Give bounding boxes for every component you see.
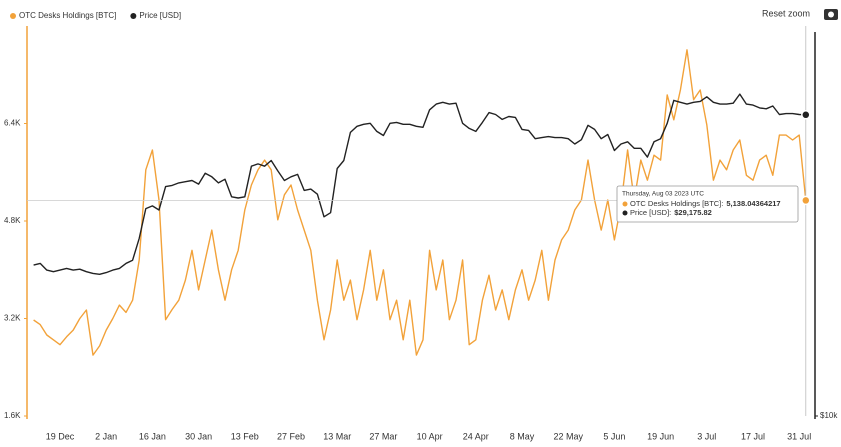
tooltip-value: 5,138.04364217 bbox=[726, 199, 780, 208]
x-tick-label: 27 Feb bbox=[277, 431, 305, 441]
x-tick-label: 19 Jun bbox=[647, 431, 674, 441]
x-tick-label: 22 May bbox=[553, 431, 583, 441]
x-tick-label: 13 Mar bbox=[323, 431, 351, 441]
legend-marker bbox=[10, 13, 16, 19]
legend-marker bbox=[130, 13, 137, 19]
series-line bbox=[33, 93, 806, 275]
x-tick-label: 8 May bbox=[510, 431, 535, 441]
x-tick-label: 19 Dec bbox=[46, 431, 75, 441]
tooltip-title: Thursday, Aug 03 2023 UTC bbox=[622, 191, 704, 198]
tooltip-label: Price [USD]: bbox=[630, 208, 671, 217]
x-tick-label: 16 Jan bbox=[139, 431, 166, 441]
reset-zoom-button[interactable]: Reset zoom bbox=[762, 8, 810, 18]
camera-icon[interactable] bbox=[824, 9, 838, 20]
x-tick-label: 2 Jan bbox=[95, 431, 117, 441]
legend-label[interactable]: Price [USD] bbox=[139, 11, 181, 20]
x-tick-label: 3 Jul bbox=[697, 431, 716, 441]
x-tick-label: 13 Feb bbox=[231, 431, 259, 441]
x-tick-label: 24 Apr bbox=[463, 431, 489, 441]
tooltip-box bbox=[616, 185, 799, 223]
y-tick-label: 3.2K bbox=[4, 314, 21, 323]
series-line bbox=[33, 49, 807, 356]
y-tick-label: 4.8K bbox=[4, 216, 21, 225]
tooltip-marker bbox=[622, 210, 628, 216]
x-tick-label: 5 Jun bbox=[603, 431, 625, 441]
x-tick-label: 10 Apr bbox=[417, 431, 443, 441]
tooltip-value: $29,175.82 bbox=[674, 208, 712, 217]
y-tick-label: 6.4K bbox=[4, 119, 21, 128]
x-tick-label: 31 Jul bbox=[787, 431, 811, 441]
y2-tick-label: $10k bbox=[820, 411, 838, 420]
y-tick-label: 1.6K bbox=[4, 411, 21, 420]
tooltip-marker bbox=[622, 201, 628, 207]
x-tick-label: 27 Mar bbox=[369, 431, 397, 441]
x-tick-label: 17 Jul bbox=[741, 431, 765, 441]
x-tick-label: 30 Jan bbox=[185, 431, 212, 441]
tooltip-label: OTC Desks Holdings [BTC]: bbox=[630, 199, 723, 208]
hover-point bbox=[801, 110, 811, 120]
hover-point bbox=[801, 195, 811, 206]
legend-label[interactable]: OTC Desks Holdings [BTC] bbox=[19, 11, 116, 20]
